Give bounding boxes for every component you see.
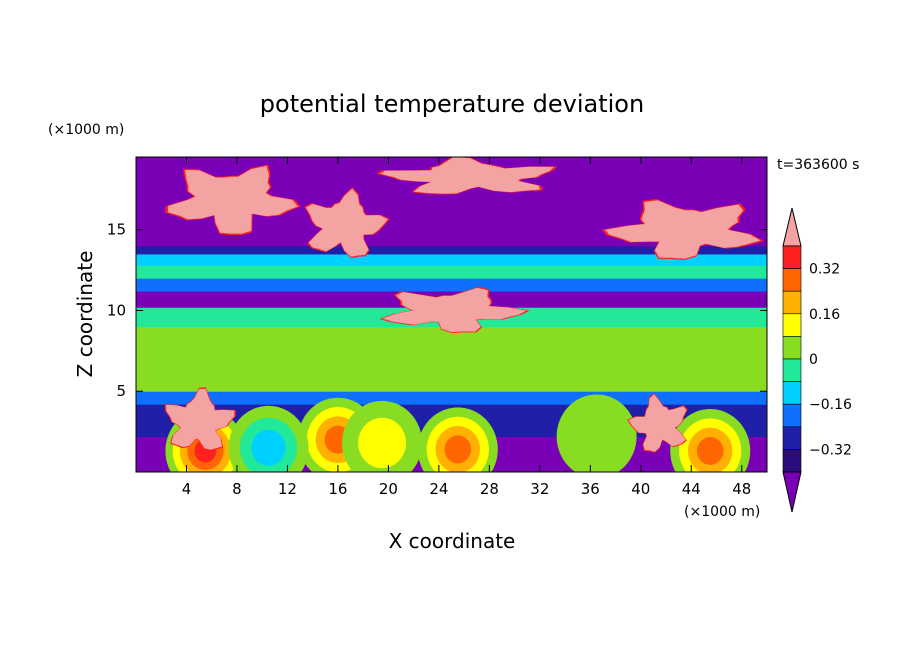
anomaly-region — [628, 394, 687, 452]
time-label: t=363600 s — [777, 157, 859, 173]
anomaly-region — [380, 157, 554, 194]
anomaly-region — [382, 287, 527, 333]
colorbar-segment — [782, 381, 802, 405]
colorbar-segment — [782, 358, 802, 382]
x-tick-label: 24 — [429, 480, 448, 498]
x-tick-label: 48 — [732, 480, 751, 498]
contour-band — [136, 326, 767, 376]
anomaly-region — [166, 388, 235, 450]
colorbar-under-triangle — [782, 471, 802, 513]
x-tick-label: 20 — [379, 480, 398, 498]
colorbar-segment — [782, 268, 802, 292]
y-unit-label: (×1000 m) — [48, 122, 124, 138]
colorbar-label: 0 — [809, 352, 818, 368]
x-tick-label: 40 — [631, 480, 650, 498]
x-tick-label: 28 — [480, 480, 499, 498]
colorbar-segment — [782, 336, 802, 360]
contour-blob — [251, 429, 286, 466]
colorbar-label: 0.16 — [809, 307, 840, 323]
x-axis-label: X coordinate — [389, 529, 516, 553]
colorbar-segment — [782, 449, 802, 473]
x-tick-label: 44 — [682, 480, 701, 498]
y-tick-label: 10 — [107, 301, 126, 319]
contour-band — [136, 245, 767, 255]
colorbar-over-triangle — [782, 207, 802, 247]
x-tick-label: 32 — [530, 480, 549, 498]
y-tick-label: 15 — [107, 221, 126, 239]
colorbar-label: 0.32 — [809, 262, 840, 278]
x-tick-label: 36 — [581, 480, 600, 498]
x-tick-label: 12 — [278, 480, 297, 498]
x-unit-label: (×1000 m) — [684, 504, 760, 520]
anomaly-region — [605, 200, 761, 259]
colorbar: 0.32 0.16 0 −0.16 −0.32 — [782, 207, 852, 513]
contour-blob — [358, 417, 407, 469]
y-axis-label: Z coordinate — [73, 251, 97, 378]
x-tick-label: 4 — [182, 480, 192, 498]
colorbar-segment — [782, 313, 802, 337]
contour-band — [136, 278, 767, 292]
colorbar-label: −0.16 — [809, 397, 852, 413]
contour-blob — [556, 394, 637, 472]
anomaly-region — [167, 165, 298, 234]
x-tick-label: 8 — [232, 480, 242, 498]
colorbar-segment — [782, 290, 802, 315]
anomaly-region — [305, 188, 388, 257]
contour-band — [136, 375, 767, 392]
colorbar-segment — [782, 245, 802, 269]
colorbar-label: −0.32 — [809, 442, 852, 458]
colorbar-segment — [782, 403, 802, 428]
x-tick-label: 16 — [328, 480, 347, 498]
colorbar-segment — [782, 426, 802, 450]
plot-area — [135, 156, 768, 473]
contour-blob — [444, 435, 472, 464]
contour-band — [136, 391, 767, 405]
contour-blob — [696, 437, 724, 465]
contour-band — [136, 265, 767, 279]
chart-title: potential temperature deviation — [260, 90, 644, 118]
plot-frame — [135, 156, 768, 473]
y-tick-label: 5 — [116, 382, 126, 400]
contour-band — [136, 253, 767, 266]
